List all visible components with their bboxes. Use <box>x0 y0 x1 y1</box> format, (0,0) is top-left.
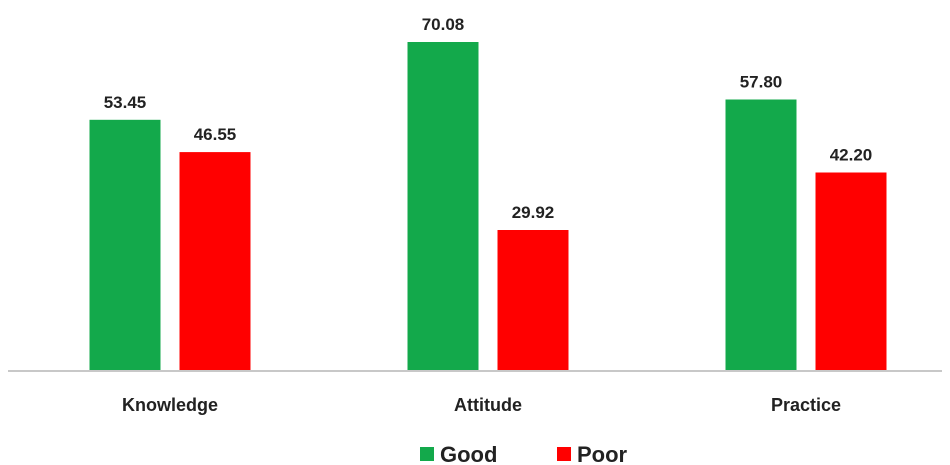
legend: Good Poor <box>420 442 628 465</box>
bar-poor-practice <box>815 172 887 370</box>
bar-good-attitude <box>407 42 479 370</box>
bar-good-practice <box>725 99 797 370</box>
value-label-poor-practice: 42.20 <box>830 146 873 165</box>
value-label-good-knowledge: 53.45 <box>104 93 147 112</box>
category-label-practice: Practice <box>771 395 841 415</box>
value-label-good-attitude: 70.08 <box>422 15 465 34</box>
value-label-poor-knowledge: 46.55 <box>194 125 237 144</box>
bar-poor-attitude <box>497 230 569 370</box>
category-label-attitude: Attitude <box>454 395 522 415</box>
legend-swatch-poor <box>557 447 571 461</box>
legend-swatch-good <box>420 447 434 461</box>
legend-label-poor: Poor <box>577 442 628 465</box>
category-labels-group: Knowledge Attitude Practice <box>122 395 841 415</box>
bars-group <box>89 42 887 370</box>
bar-good-knowledge <box>89 119 161 370</box>
legend-label-good: Good <box>440 442 497 465</box>
category-label-knowledge: Knowledge <box>122 395 218 415</box>
bar-poor-knowledge <box>179 152 251 370</box>
value-label-poor-attitude: 29.92 <box>512 203 555 222</box>
value-label-good-practice: 57.80 <box>740 73 783 92</box>
value-labels-group: 53.45 46.55 70.08 29.92 57.80 42.20 <box>104 15 873 222</box>
